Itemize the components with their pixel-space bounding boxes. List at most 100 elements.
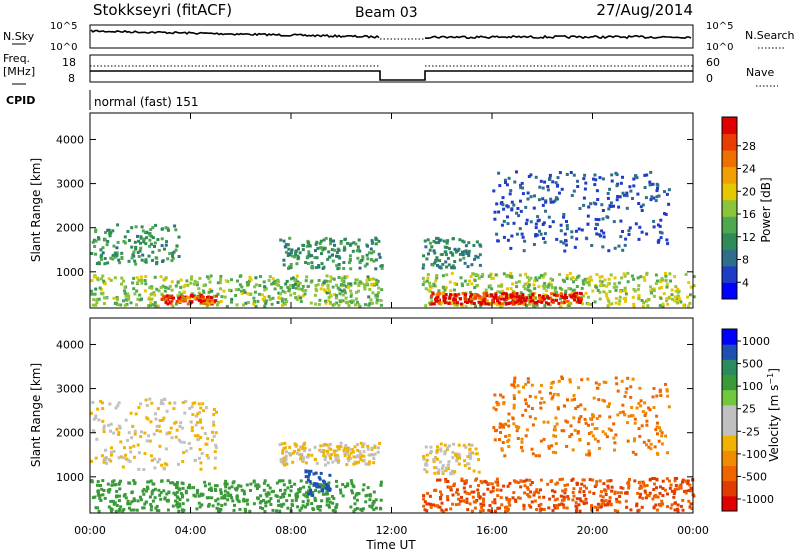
echo-cell bbox=[170, 280, 174, 284]
echo-cell bbox=[214, 443, 218, 447]
echo-cell bbox=[152, 432, 156, 436]
echo-cell bbox=[504, 296, 508, 300]
echo-cell bbox=[443, 245, 447, 249]
echo-cell bbox=[101, 479, 105, 483]
echo-cell bbox=[500, 423, 504, 427]
echo-cell bbox=[240, 292, 244, 295]
echo-cell bbox=[252, 479, 256, 483]
echo-cell bbox=[608, 496, 612, 500]
echo-cell bbox=[635, 504, 639, 508]
echo-cell bbox=[574, 406, 578, 410]
echo-cell bbox=[338, 300, 342, 304]
echo-cell bbox=[210, 496, 214, 500]
echo-cell bbox=[479, 304, 483, 308]
echo-cell bbox=[440, 508, 444, 512]
echo-cell bbox=[473, 293, 477, 297]
echo-cell bbox=[540, 300, 544, 304]
echo-cell bbox=[327, 488, 331, 492]
echo-cell bbox=[259, 494, 263, 498]
echo-cell bbox=[133, 259, 137, 263]
echo-cell bbox=[606, 479, 610, 483]
echo-cell bbox=[523, 479, 527, 483]
echo-cell bbox=[160, 292, 164, 296]
echo-cell bbox=[340, 276, 344, 280]
echo-cell bbox=[581, 500, 585, 504]
echo-cell bbox=[435, 457, 439, 461]
echo-cell bbox=[325, 291, 329, 295]
echo-cell bbox=[298, 490, 302, 494]
echo-cell bbox=[349, 505, 353, 509]
echo-cell bbox=[631, 450, 635, 454]
echo-cell bbox=[293, 279, 297, 282]
echo-cell bbox=[136, 234, 139, 238]
echo-cell bbox=[307, 250, 311, 254]
echo-cell bbox=[629, 508, 633, 512]
echo-cell bbox=[586, 442, 590, 446]
echo-cell bbox=[229, 493, 233, 497]
echo-cell bbox=[535, 278, 539, 282]
echo-cell bbox=[271, 296, 275, 300]
echo-cell bbox=[445, 265, 449, 269]
echo-cell bbox=[273, 287, 277, 291]
echo-cell bbox=[99, 399, 103, 403]
echo-cell bbox=[299, 457, 303, 461]
echo-cell bbox=[572, 416, 576, 420]
echo-cell bbox=[109, 429, 112, 433]
echo-cell bbox=[267, 295, 271, 299]
echo-cell bbox=[484, 291, 488, 295]
echo-cell bbox=[555, 298, 558, 302]
nave-tick-high: 60 bbox=[706, 56, 720, 69]
echo-cell bbox=[566, 398, 569, 402]
echo-cell bbox=[156, 460, 160, 464]
echo-cell bbox=[543, 180, 547, 184]
echo-cell bbox=[345, 449, 349, 453]
echo-cell bbox=[97, 236, 100, 240]
echo-cell bbox=[564, 239, 568, 243]
echo-cell bbox=[555, 196, 558, 200]
echo-cell bbox=[297, 488, 301, 492]
echo-cell bbox=[165, 492, 169, 496]
echo-cell bbox=[512, 397, 516, 400]
echo-cell bbox=[170, 299, 174, 303]
y-tick-label: 2000 bbox=[56, 222, 84, 235]
echo-cell bbox=[612, 285, 616, 289]
echo-cell bbox=[520, 300, 524, 304]
echo-cell bbox=[341, 483, 345, 486]
echo-cell bbox=[601, 495, 605, 499]
echo-cell bbox=[174, 499, 178, 503]
echo-cell bbox=[313, 256, 317, 260]
echo-cell bbox=[494, 301, 497, 305]
echo-cell bbox=[464, 244, 468, 248]
colorbar-tick-label: 8 bbox=[742, 254, 749, 267]
echo-cell bbox=[658, 426, 661, 430]
echo-cell bbox=[599, 494, 603, 498]
echo-cell bbox=[607, 207, 611, 211]
echo-cell bbox=[631, 414, 635, 418]
echo-cell bbox=[625, 194, 629, 198]
echo-cell bbox=[536, 215, 540, 219]
echo-cell bbox=[531, 302, 535, 306]
echo-cell bbox=[600, 229, 604, 233]
echo-cell bbox=[664, 279, 668, 283]
echo-cell bbox=[631, 197, 634, 200]
echo-cell bbox=[217, 509, 220, 513]
echo-cell bbox=[111, 253, 115, 257]
echo-cell bbox=[563, 404, 567, 408]
echo-cell bbox=[522, 249, 526, 253]
echo-cell bbox=[364, 500, 368, 504]
echo-cell bbox=[349, 282, 353, 286]
echo-cell bbox=[167, 491, 171, 495]
echo-cell bbox=[476, 488, 480, 492]
echo-cell bbox=[148, 296, 152, 300]
nsearch-tick-high: 10^5 bbox=[706, 21, 733, 32]
echo-cell bbox=[562, 300, 566, 304]
echo-cell bbox=[185, 449, 189, 453]
echo-cell bbox=[610, 302, 614, 306]
echo-cell bbox=[93, 292, 97, 296]
echo-cell bbox=[537, 495, 541, 499]
echo-cell bbox=[358, 450, 362, 453]
echo-cell bbox=[558, 273, 562, 276]
echo-cell bbox=[230, 300, 233, 304]
echo-cell bbox=[177, 235, 181, 239]
echo-cell bbox=[129, 411, 133, 415]
